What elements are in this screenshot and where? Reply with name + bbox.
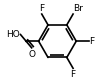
Text: F: F: [39, 4, 44, 13]
Text: F: F: [90, 37, 95, 46]
Text: F: F: [71, 70, 76, 79]
Text: O: O: [28, 50, 35, 59]
Text: HO: HO: [6, 30, 20, 39]
Text: Br: Br: [74, 4, 83, 13]
